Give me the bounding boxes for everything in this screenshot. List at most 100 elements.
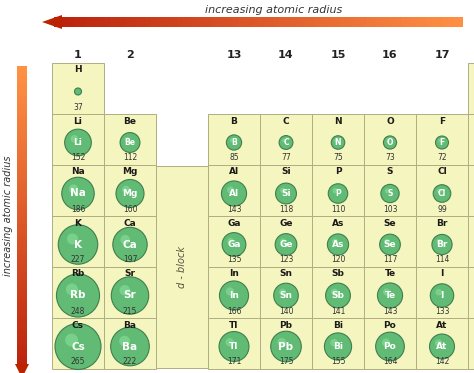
Bar <box>17 347 27 351</box>
Bar <box>412 17 418 27</box>
Text: 141: 141 <box>331 307 345 316</box>
Circle shape <box>328 234 348 255</box>
Text: Sb: Sb <box>331 270 345 279</box>
Text: 123: 123 <box>279 256 293 264</box>
Bar <box>258 17 264 27</box>
Bar <box>208 165 260 216</box>
Circle shape <box>279 135 293 150</box>
Circle shape <box>331 136 345 149</box>
Circle shape <box>74 88 82 95</box>
Bar <box>197 17 203 27</box>
Circle shape <box>219 332 249 361</box>
Text: 140: 140 <box>279 307 293 316</box>
Bar <box>136 17 141 27</box>
Bar <box>17 163 27 168</box>
Circle shape <box>122 186 130 194</box>
Bar <box>54 17 60 27</box>
Text: Ga: Ga <box>227 219 241 228</box>
Bar <box>438 17 443 27</box>
Bar <box>17 70 27 74</box>
Bar <box>17 310 27 314</box>
Text: 152: 152 <box>71 154 85 163</box>
Bar <box>330 17 336 27</box>
Bar <box>17 77 27 81</box>
Bar <box>17 246 27 250</box>
Text: As: As <box>332 219 344 228</box>
Bar <box>376 17 382 27</box>
Text: increasing atomic radius: increasing atomic radius <box>3 156 13 276</box>
Bar <box>468 63 474 114</box>
Circle shape <box>383 136 397 149</box>
Circle shape <box>222 233 246 256</box>
Text: 166: 166 <box>227 307 241 316</box>
Text: N: N <box>334 116 342 125</box>
Text: 155: 155 <box>331 357 345 367</box>
Bar <box>17 351 27 355</box>
Text: In: In <box>229 270 239 279</box>
Text: B: B <box>230 116 237 125</box>
Text: Rb: Rb <box>72 270 85 279</box>
Circle shape <box>219 281 248 310</box>
Circle shape <box>55 323 101 370</box>
Bar <box>208 114 260 165</box>
Bar <box>17 212 27 216</box>
Bar <box>105 17 111 27</box>
Bar <box>407 17 412 27</box>
Text: 112: 112 <box>123 154 137 163</box>
Text: Mg: Mg <box>122 167 137 176</box>
Bar <box>320 17 326 27</box>
Text: C: C <box>283 138 289 147</box>
Circle shape <box>65 333 78 347</box>
Bar <box>17 209 27 213</box>
Bar <box>17 269 27 273</box>
Circle shape <box>331 289 338 295</box>
Bar <box>17 107 27 112</box>
Bar <box>312 267 364 318</box>
Bar <box>161 17 167 27</box>
Circle shape <box>221 181 246 206</box>
Bar <box>182 17 187 27</box>
Bar <box>269 17 274 27</box>
Bar <box>304 17 310 27</box>
Text: 171: 171 <box>227 357 241 367</box>
Bar <box>453 17 458 27</box>
Bar <box>17 340 27 344</box>
Circle shape <box>227 186 234 194</box>
Bar <box>17 220 27 224</box>
Text: Bi: Bi <box>333 342 343 351</box>
Bar <box>315 17 320 27</box>
Text: Cs: Cs <box>72 320 84 329</box>
Bar <box>447 17 453 27</box>
Text: 110: 110 <box>331 204 345 213</box>
Bar <box>104 114 156 165</box>
Circle shape <box>333 188 338 194</box>
Circle shape <box>273 283 298 308</box>
Bar <box>52 63 104 114</box>
Circle shape <box>125 137 130 142</box>
Bar <box>458 17 464 27</box>
Bar <box>381 17 387 27</box>
Circle shape <box>437 239 442 244</box>
Bar <box>17 197 27 201</box>
Bar <box>69 17 75 27</box>
Bar <box>52 267 104 318</box>
Bar <box>104 267 156 318</box>
Text: 77: 77 <box>281 154 291 163</box>
Text: F: F <box>439 116 445 125</box>
Text: 197: 197 <box>123 256 137 264</box>
Bar <box>17 223 27 228</box>
Text: Sb: Sb <box>331 291 345 300</box>
Bar <box>17 145 27 149</box>
Text: Pb: Pb <box>280 320 292 329</box>
Text: 17: 17 <box>434 50 450 60</box>
Bar <box>17 92 27 97</box>
Circle shape <box>120 235 130 244</box>
Bar <box>432 17 438 27</box>
Bar <box>95 17 100 27</box>
Bar <box>366 17 372 27</box>
Bar <box>17 152 27 157</box>
Text: Bi: Bi <box>333 320 343 329</box>
Text: Br: Br <box>436 219 447 228</box>
Bar <box>289 17 295 27</box>
Bar <box>364 165 416 216</box>
